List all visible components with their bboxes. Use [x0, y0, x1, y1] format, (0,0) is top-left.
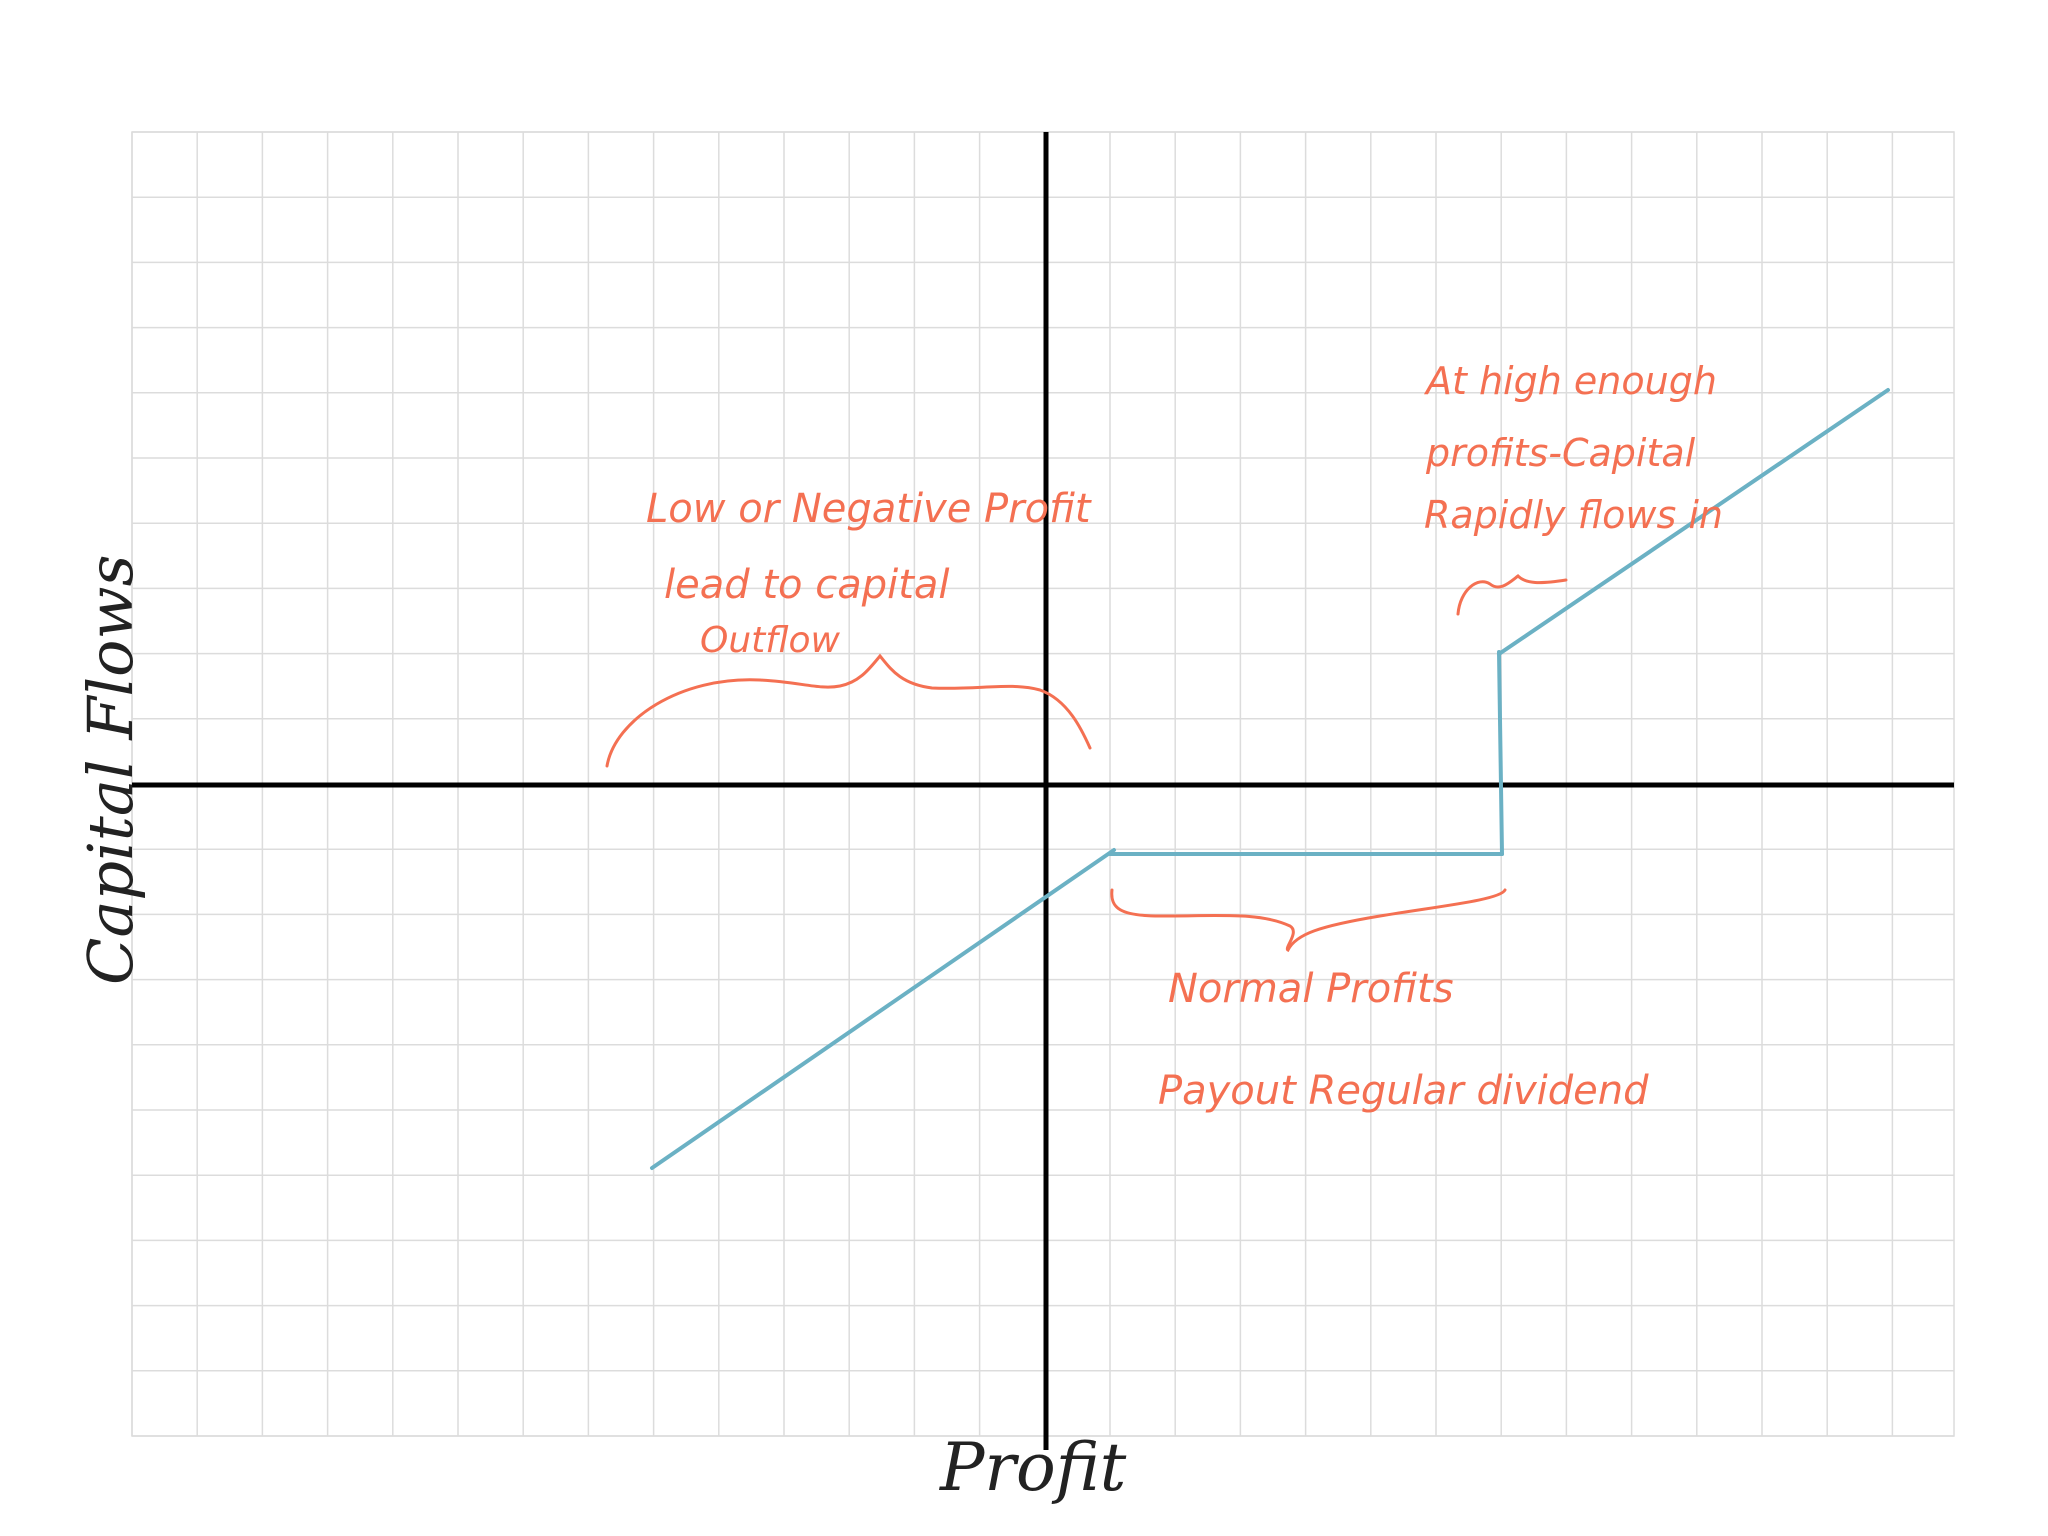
right-brace: [1456, 574, 1568, 616]
middle-note-line2: Payout Regular dividend: [1158, 1068, 1649, 1114]
right-note-line1: At high enough: [1423, 359, 1717, 403]
curve-segment-inflow: [1497, 388, 1890, 656]
y-axis-label: Capital Flows: [74, 555, 147, 985]
annotation-texts: Low or Negative Profit lead to capital O…: [646, 359, 1723, 1114]
middle-note-line1: Normal Profits: [1168, 966, 1454, 1012]
left-note-line3: Outflow: [700, 620, 841, 661]
curve-segment-jump: [1497, 650, 1504, 856]
middle-brace: [1110, 888, 1507, 953]
left-brace: [605, 653, 1092, 768]
right-note-line2: profits-Capital: [1425, 431, 1696, 475]
capital-flow-curve: [650, 388, 1890, 1170]
axes: [132, 132, 1954, 1450]
annotation-braces: [605, 574, 1568, 953]
right-note-line3: Rapidly flows in: [1424, 493, 1723, 537]
curve-segment-outflow: [650, 848, 1116, 1170]
left-note-line1: Low or Negative Profit: [646, 486, 1092, 532]
left-note-line2: lead to capital: [664, 562, 950, 608]
x-axis-label: Profit: [939, 1429, 1127, 1506]
